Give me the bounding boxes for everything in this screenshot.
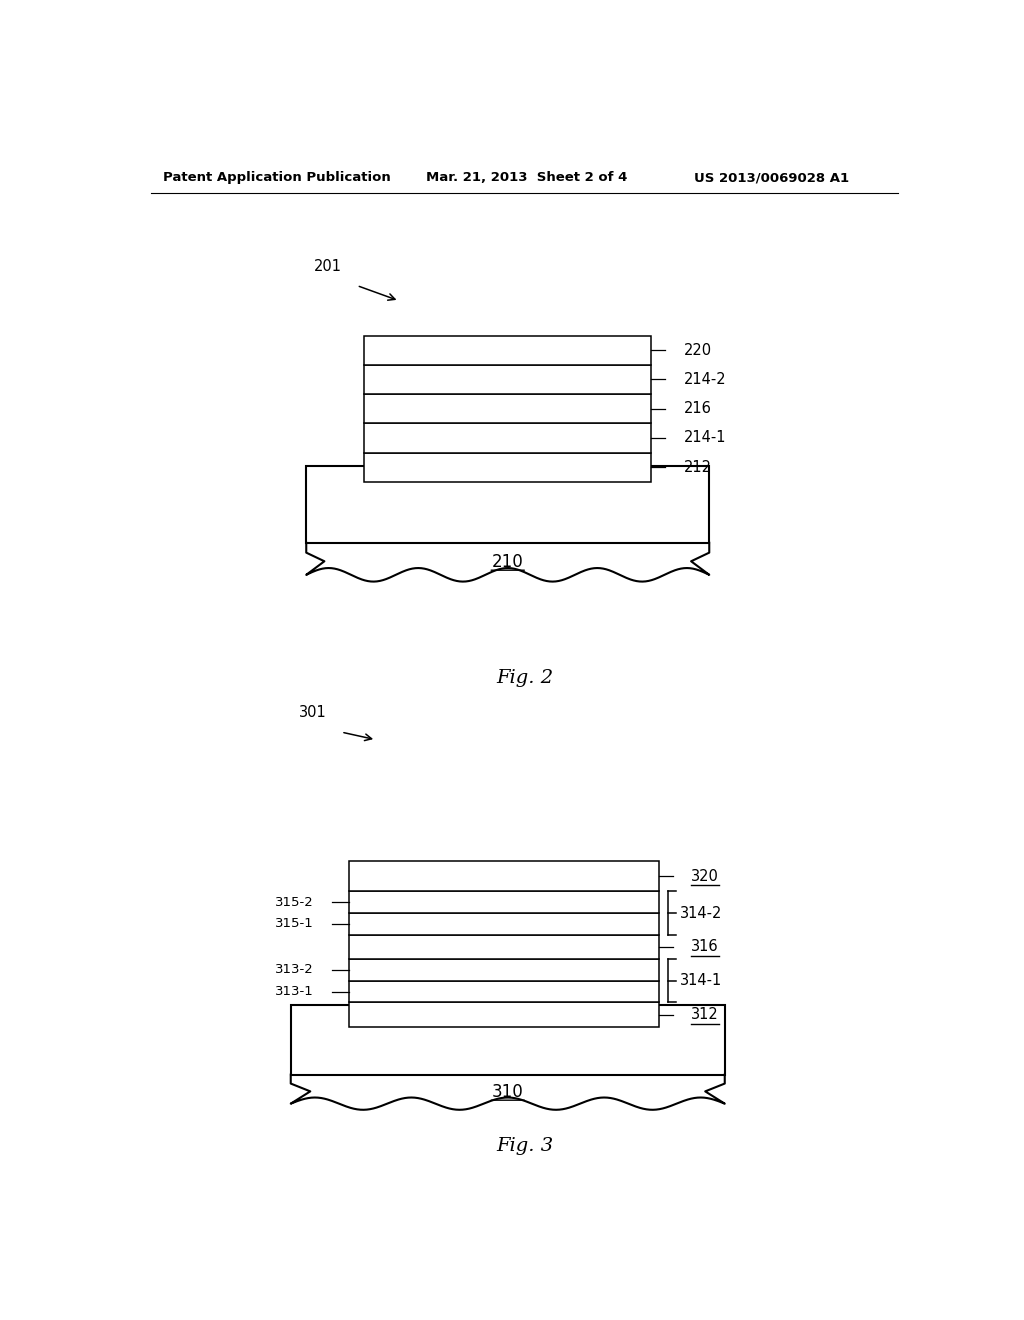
Bar (365, 335, 651, 364)
Text: 314-2: 314-2 (680, 906, 722, 920)
Bar (349, 891, 658, 913)
Polygon shape (306, 543, 710, 582)
Bar (365, 364, 651, 395)
Text: US 2013/0069028 A1: US 2013/0069028 A1 (693, 172, 849, 185)
Text: 214-2: 214-2 (684, 372, 726, 387)
Text: 315-2: 315-2 (275, 896, 314, 908)
Bar (349, 960, 658, 981)
Text: 210: 210 (492, 553, 523, 572)
Text: 313-1: 313-1 (275, 985, 314, 998)
Text: 201: 201 (314, 259, 342, 273)
Bar (306, 466, 710, 543)
Text: 310: 310 (492, 1084, 523, 1101)
Text: Fig. 2: Fig. 2 (497, 669, 553, 688)
Text: 301: 301 (299, 705, 327, 721)
Bar (365, 395, 651, 424)
Text: Mar. 21, 2013  Sheet 2 of 4: Mar. 21, 2013 Sheet 2 of 4 (426, 172, 628, 185)
Bar (349, 861, 658, 891)
Text: 320: 320 (691, 869, 719, 883)
Text: 220: 220 (684, 343, 712, 358)
Text: 212: 212 (684, 459, 712, 475)
Text: 216: 216 (684, 401, 712, 416)
Text: Fig. 3: Fig. 3 (497, 1137, 553, 1155)
Bar (349, 913, 658, 935)
Bar (365, 453, 651, 482)
Bar (349, 935, 658, 960)
Text: 315-1: 315-1 (275, 917, 314, 931)
Text: 313-2: 313-2 (275, 964, 314, 977)
Polygon shape (291, 1074, 725, 1110)
Bar (291, 1006, 725, 1074)
Text: 314-1: 314-1 (680, 973, 722, 989)
Bar (365, 424, 651, 453)
Text: Patent Application Publication: Patent Application Publication (163, 172, 390, 185)
Text: 312: 312 (691, 1007, 719, 1022)
Text: 316: 316 (691, 940, 719, 954)
Text: 214-1: 214-1 (684, 430, 726, 445)
Bar (349, 981, 658, 1002)
Bar (349, 1002, 658, 1027)
